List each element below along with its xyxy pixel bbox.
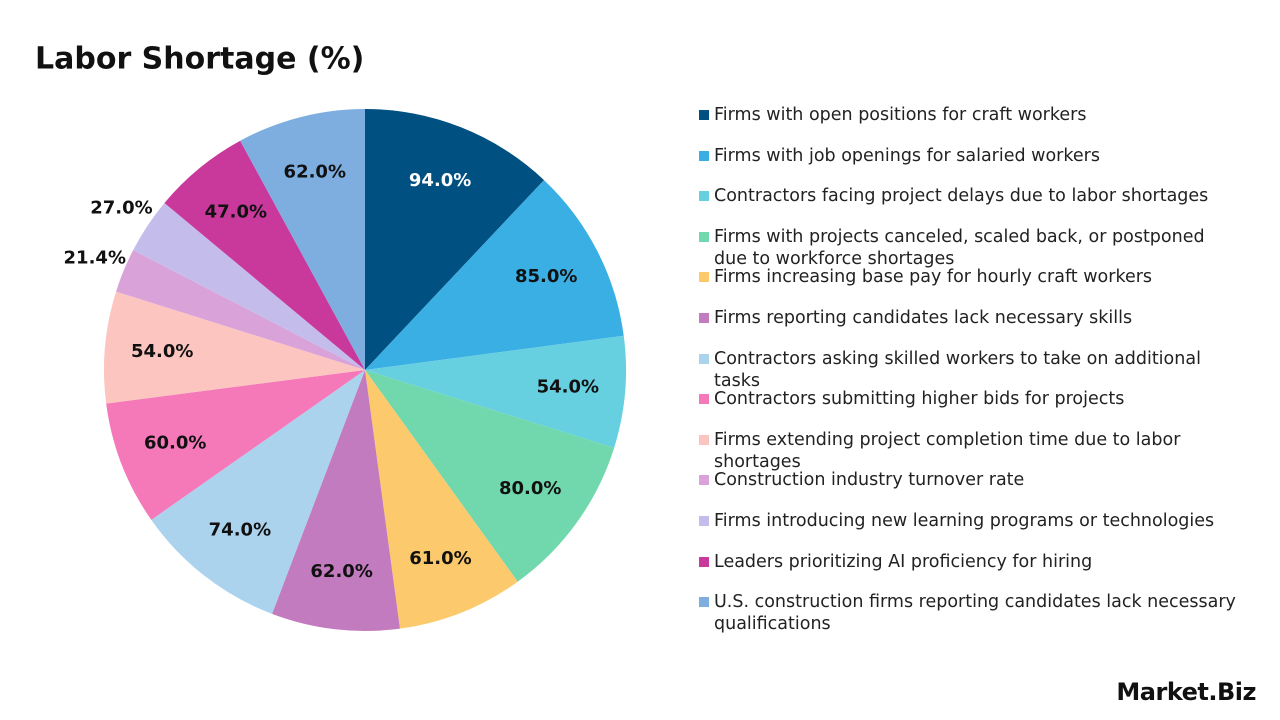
legend-item: Contractors asking skilled workers to ta…: [699, 348, 1239, 392]
legend-swatch: [699, 272, 709, 283]
legend-item: Construction industry turnover rate: [699, 469, 1239, 491]
data-label: 21.4%: [64, 248, 126, 269]
legend-label: Firms reporting candidates lack necessar…: [714, 308, 1133, 328]
legend-item: Leaders prioritizing AI proficiency for …: [699, 551, 1239, 573]
legend-swatch: [699, 556, 709, 567]
data-label: 60.0%: [144, 433, 206, 454]
legend-swatch: [699, 231, 709, 242]
pie-slice: [116, 250, 365, 370]
pie-slice: [133, 202, 365, 370]
legend-swatch: [699, 597, 709, 608]
pie-slice: [365, 335, 626, 448]
data-label: 47.0%: [205, 202, 267, 223]
data-label: 74.0%: [209, 520, 271, 541]
legend-label: Firms extending project completion time …: [714, 429, 1181, 472]
pie-slice: [106, 370, 365, 520]
pie-slice: [103, 291, 365, 404]
pie-slice: [164, 140, 365, 370]
legend-item: Firms extending project completion time …: [699, 429, 1239, 473]
legend-label: Contractors submitting higher bids for p…: [714, 389, 1125, 410]
legend-swatch: [699, 475, 709, 486]
legend-label: Firms increasing base pay for hourly cra…: [714, 267, 1153, 288]
legend-item: U.S. construction firms reporting candid…: [699, 591, 1239, 635]
legend-item: Firms with job openings for salaried wor…: [699, 145, 1239, 167]
pie-slice: [365, 370, 518, 629]
pie-slice: [151, 370, 365, 614]
chart-title: Labor Shortage (%): [35, 42, 364, 77]
legend-item: Firms with projects canceled, scaled bac…: [699, 226, 1239, 270]
legend-label: Contractors facing project delays due to…: [714, 186, 1209, 207]
legend-swatch: [699, 150, 709, 161]
legend-swatch: [699, 394, 709, 405]
legend-swatch: [699, 516, 709, 526]
data-label: 61.0%: [409, 548, 471, 569]
legend-label: U.S. construction firms reporting candid…: [714, 592, 1236, 635]
data-label: 54.0%: [537, 376, 599, 397]
data-label: 85.0%: [515, 266, 577, 287]
pie-slice: [240, 109, 365, 370]
data-label: 94.0%: [409, 170, 471, 191]
legend-item: Contractors submitting higher bids for p…: [699, 388, 1239, 410]
legend-item: Firms reporting candidates lack necessar…: [699, 307, 1239, 329]
data-label: 27.0%: [90, 197, 152, 218]
data-label: 62.0%: [284, 162, 346, 183]
legend-swatch: [699, 353, 709, 364]
legend-label: Firms with projects canceled, scaled bac…: [714, 226, 1205, 269]
data-label: 62.0%: [310, 561, 372, 582]
data-label: 80.0%: [499, 478, 561, 499]
legend-label: Leaders prioritizing AI proficiency for …: [714, 551, 1093, 572]
legend-item: Firms increasing base pay for hourly cra…: [699, 266, 1239, 288]
pie-slice: [365, 370, 615, 582]
legend-label: Firms introducing new learning programs …: [714, 511, 1215, 531]
legend-swatch: [699, 313, 709, 323]
legend-item: Contractors facing project delays due to…: [699, 185, 1239, 207]
pie-slice: [365, 109, 545, 370]
pie-slice: [272, 370, 400, 632]
legend-swatch: [699, 191, 709, 202]
pie-slice: [365, 180, 624, 370]
data-label: 54.0%: [131, 341, 193, 362]
legend-label: Contractors asking skilled workers to ta…: [714, 348, 1201, 391]
legend-swatch: [699, 110, 709, 120]
legend-item: Firms introducing new learning programs …: [699, 510, 1239, 532]
legend-label: Firms with open positions for craft work…: [714, 105, 1087, 125]
brand-logo: Market.Biz: [1116, 678, 1256, 706]
legend-item: Firms with open positions for craft work…: [699, 104, 1239, 126]
pie: 94.0% 85.0% 54.0% 80.0% 61.0% 62.0% 74.0% 60.0%…: [64, 109, 626, 632]
legend-label: Construction industry turnover rate: [714, 470, 1025, 491]
legend-label: Firms with job openings for salaried wor…: [714, 145, 1100, 166]
legend-swatch: [699, 434, 709, 445]
